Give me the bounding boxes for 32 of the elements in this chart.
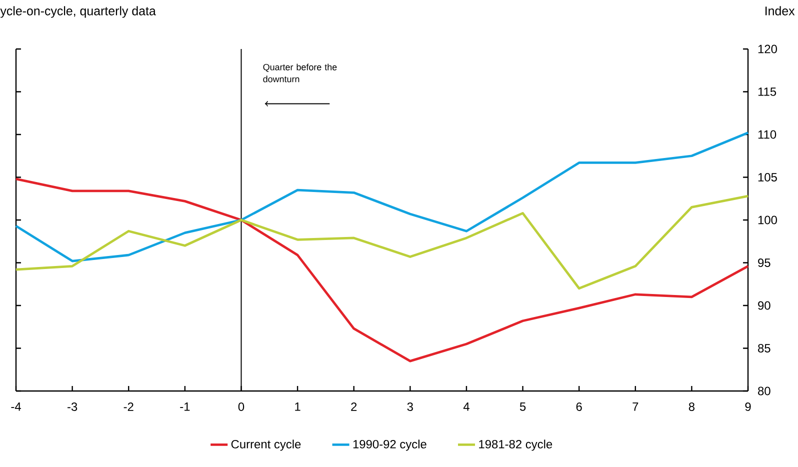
- y-tick-label: 110: [758, 130, 776, 139]
- y-tick-label: 105: [758, 173, 777, 182]
- annotation: Quarter before the downturn: [263, 64, 337, 82]
- x-tick-label: 1: [295, 402, 300, 411]
- legend-label: Current cycle: [231, 440, 301, 451]
- x-tick-label: 8: [688, 402, 694, 411]
- x-tick-label: 3: [407, 402, 413, 411]
- x-tick-label: 6: [576, 402, 582, 411]
- x-tick-label: 7: [632, 402, 638, 411]
- line-series: [14, 132, 750, 262]
- y-tick-label: 100: [758, 216, 777, 224]
- y-tick-label: 120: [758, 44, 777, 54]
- y-tick-label: 90: [758, 301, 770, 310]
- legend-label: 1990-92 cycle: [353, 440, 426, 451]
- y-tick-label: 115: [758, 88, 776, 96]
- x-tick-label: 2: [351, 402, 357, 411]
- x-tick-label: 9: [745, 402, 751, 411]
- x-tick-label: 0: [238, 402, 244, 411]
- x-tick-label: 5: [520, 402, 526, 411]
- chart-title: ycle-on-cycle, quarterly data: [0, 6, 156, 18]
- x-tick-label: -1: [180, 402, 190, 411]
- y-tick-label: 95: [758, 258, 770, 267]
- y-tick-label: 80: [758, 386, 770, 396]
- line-series: [14, 178, 750, 362]
- x-tick-label: -3: [68, 402, 78, 411]
- legend-label: 1981-82 cycle: [479, 440, 552, 451]
- y-tick-label: 85: [758, 344, 770, 352]
- x-tick-label: -2: [124, 402, 134, 411]
- x-tick-label: 4: [463, 402, 470, 411]
- x-tick-label: -4: [11, 402, 21, 411]
- y-axis-title: Index: [766, 6, 795, 16]
- line-series: [14, 194, 750, 290]
